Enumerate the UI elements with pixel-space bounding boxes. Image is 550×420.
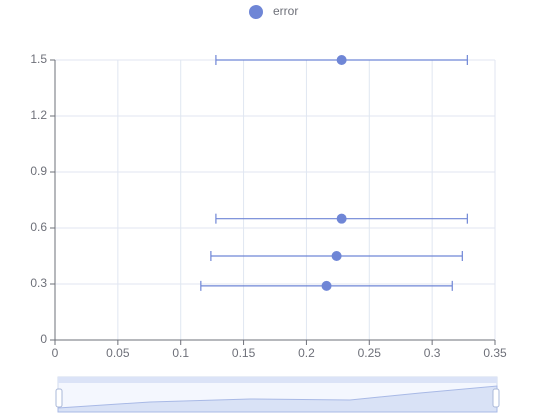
- point: [331, 251, 342, 261]
- x-tick-label: 0.05: [106, 346, 130, 360]
- y-tick-label: 1.5: [30, 52, 47, 66]
- y-tick-label: 0.3: [30, 276, 47, 290]
- slider-handle-bar[interactable]: [58, 377, 497, 383]
- x-tick-label: 0.2: [298, 346, 315, 360]
- y-tick-label: 0: [40, 332, 47, 346]
- y-tick-label: 1.2: [30, 108, 47, 122]
- y-tick-label: 0.6: [30, 220, 47, 234]
- slider-preview: [57, 385, 498, 413]
- legend-marker[interactable]: [249, 5, 263, 19]
- x-tick-label: 0.1: [172, 346, 189, 360]
- x-tick-label: 0.3: [424, 346, 441, 360]
- x-tick-label: 0: [52, 346, 59, 360]
- point: [336, 213, 347, 224]
- data-zoom-slider[interactable]: [55, 376, 500, 413]
- x-tick-label: 0.15: [232, 346, 256, 360]
- point: [336, 55, 347, 65]
- y-tick-label: 0.9: [30, 164, 47, 178]
- slider-handle-left[interactable]: [55, 388, 63, 408]
- x-tick-label: 0.25: [358, 346, 382, 360]
- legend-label[interactable]: error: [273, 4, 298, 18]
- x-tick-label: 0.35: [483, 346, 507, 360]
- point: [321, 280, 332, 291]
- slider-handle-right[interactable]: [492, 388, 500, 408]
